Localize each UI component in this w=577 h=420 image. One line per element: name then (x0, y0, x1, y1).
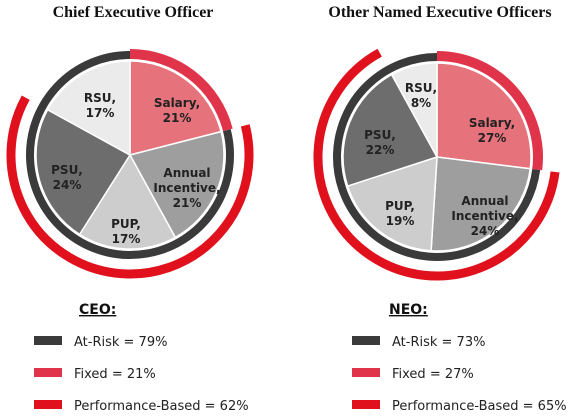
ceo-slice-pup (78, 153, 177, 250)
neo-legend-label-performance-based: Performance-Based = 65% (392, 399, 567, 414)
ceo-legend-heading: CEO: (79, 302, 116, 318)
neo-slice-label: Salary, 27% (469, 116, 515, 145)
ceo-slice-label: RSU, 17% (84, 91, 116, 120)
ceo-at-risk-ring (26, 51, 234, 259)
ceo-fixed-ring (129, 49, 233, 132)
neo-slice-annual-incentive (430, 156, 532, 252)
neo-slice-label: PUP, 19% (385, 199, 415, 228)
ceo-pie (35, 60, 225, 250)
neo-slice-salary (436, 62, 532, 170)
neo-pie (342, 62, 532, 252)
ceo-slice-salary (129, 60, 222, 156)
neo-legend-label-fixed: Fixed = 27% (392, 367, 474, 382)
neo-chart-panel: Other Named Executive Officers Salary, 27… (313, 4, 567, 414)
ceo-legend-label-at-risk: At-Risk = 79% (74, 335, 167, 350)
neo-slice-label: RSU, 8% (405, 81, 437, 110)
ceo-legend-swatch-at-risk (34, 336, 62, 345)
ceo-performance-based-ring (6, 95, 254, 279)
neo-at-risk-ring (333, 53, 541, 261)
ceo-ring-group (6, 49, 254, 279)
ceo-slice-rsu (46, 60, 131, 157)
ceo-slice-label: Salary, 21% (154, 96, 200, 125)
neo-slice-psu (342, 73, 439, 187)
ceo-legend-label-performance-based: Performance-Based = 62% (74, 399, 249, 414)
neo-chart-title: Other Named Executive Officers (328, 4, 551, 21)
neo-legend-swatch-performance-based (352, 400, 380, 409)
ceo-slice-label: PSU, 24% (51, 163, 83, 192)
neo-slice-label: Annual Incentive, 24% (451, 194, 518, 238)
neo-slice-rsu (390, 62, 438, 158)
neo-fixed-ring (436, 51, 543, 171)
neo-performance-based-ring (313, 48, 560, 281)
neo-slice-labels: Salary, 27% Annual Incentive, 24% PUP, 19% PSU,… (364, 81, 518, 238)
ceo-chart-panel: Chief Executive Officer Salary, 21% Annual… (6, 4, 254, 414)
ceo-slice-label: PUP, 17% (111, 217, 141, 246)
ceo-chart-title: Chief Executive Officer (53, 4, 214, 21)
neo-legend: At-Risk = 73% Fixed = 27% Performance-Base… (352, 335, 567, 414)
neo-slice-label: PSU, 22% (364, 128, 396, 157)
ceo-slice-annual-incentive (128, 130, 225, 239)
ceo-slice-psu (35, 108, 132, 236)
ceo-slice-label: Annual Incentive, 21% (153, 166, 220, 210)
neo-legend-swatch-fixed (352, 368, 380, 377)
neo-ring-group (313, 48, 560, 281)
neo-legend-label-at-risk: At-Risk = 73% (392, 335, 485, 350)
neo-legend-heading: NEO: (389, 302, 428, 318)
ceo-legend-swatch-performance-based (34, 400, 62, 409)
neo-slice-pup (346, 155, 438, 252)
ceo-slice-labels: Salary, 21% Annual Incentive, 21% PUP, 17% PSU,… (51, 91, 220, 246)
ceo-legend-label-fixed: Fixed = 21% (74, 367, 156, 382)
ceo-legend: At-Risk = 79% Fixed = 21% Performance-Base… (34, 335, 249, 414)
neo-legend-swatch-at-risk (352, 336, 380, 345)
ceo-legend-swatch-fixed (34, 368, 62, 377)
